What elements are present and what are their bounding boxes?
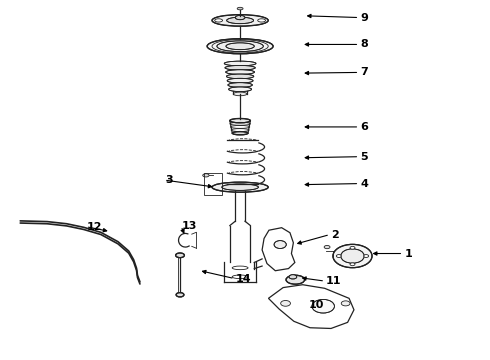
- Ellipse shape: [226, 70, 254, 75]
- Ellipse shape: [224, 61, 256, 66]
- Ellipse shape: [258, 19, 266, 22]
- Ellipse shape: [350, 246, 355, 249]
- Ellipse shape: [207, 39, 273, 54]
- Ellipse shape: [222, 184, 258, 190]
- Text: 2: 2: [331, 230, 339, 239]
- Ellipse shape: [176, 293, 184, 297]
- Ellipse shape: [232, 132, 248, 135]
- Ellipse shape: [226, 43, 254, 50]
- Ellipse shape: [274, 240, 286, 248]
- Ellipse shape: [217, 41, 263, 51]
- Ellipse shape: [227, 17, 253, 24]
- Ellipse shape: [233, 92, 247, 96]
- Text: 3: 3: [165, 175, 172, 185]
- Ellipse shape: [312, 300, 334, 313]
- Ellipse shape: [324, 246, 330, 249]
- Ellipse shape: [229, 87, 251, 91]
- Ellipse shape: [215, 19, 222, 22]
- Ellipse shape: [212, 182, 268, 192]
- Ellipse shape: [289, 275, 297, 279]
- Ellipse shape: [175, 253, 184, 258]
- Text: 11: 11: [326, 276, 342, 286]
- Ellipse shape: [286, 275, 305, 284]
- Ellipse shape: [212, 15, 268, 26]
- Text: 4: 4: [360, 179, 368, 189]
- Ellipse shape: [226, 74, 254, 79]
- Ellipse shape: [227, 78, 253, 83]
- Text: 10: 10: [309, 300, 324, 310]
- Ellipse shape: [203, 174, 209, 177]
- Ellipse shape: [336, 255, 341, 257]
- Ellipse shape: [281, 301, 291, 306]
- Text: 12: 12: [87, 222, 102, 231]
- Text: 13: 13: [182, 221, 197, 231]
- Ellipse shape: [341, 301, 350, 306]
- Text: 5: 5: [360, 152, 368, 162]
- Ellipse shape: [237, 7, 243, 10]
- Ellipse shape: [235, 15, 245, 20]
- Ellipse shape: [230, 118, 250, 123]
- Ellipse shape: [225, 66, 255, 70]
- Text: 6: 6: [360, 122, 368, 132]
- Text: 9: 9: [360, 13, 368, 23]
- Text: 1: 1: [404, 248, 412, 258]
- Ellipse shape: [228, 83, 252, 87]
- Ellipse shape: [350, 263, 355, 266]
- Ellipse shape: [341, 249, 364, 263]
- Ellipse shape: [333, 244, 372, 268]
- Text: 7: 7: [360, 67, 368, 77]
- Text: 8: 8: [360, 40, 368, 49]
- Text: 14: 14: [236, 274, 251, 284]
- Ellipse shape: [364, 255, 368, 257]
